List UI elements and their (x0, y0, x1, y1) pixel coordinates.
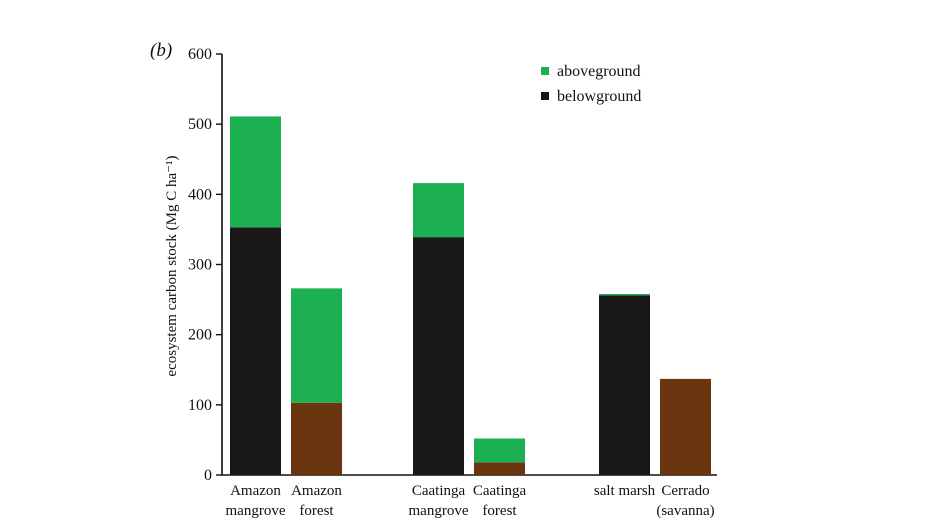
x-tick-label: forest (482, 503, 517, 519)
bar-aboveground (230, 116, 281, 228)
x-tick-label: mangrove (226, 503, 286, 519)
x-tick-label: Caatinga (473, 483, 527, 499)
bar-belowground (413, 237, 464, 475)
x-tick-label: forest (299, 503, 334, 519)
legend-label: aboveground (557, 63, 641, 80)
legend: aboveground belowground (541, 63, 641, 105)
bar-belowground (599, 295, 650, 475)
x-tick-label: mangrove (409, 503, 469, 519)
y-tick-label: 100 (188, 397, 212, 414)
x-tick-label: Caatinga (412, 483, 466, 499)
y-tick-label: 500 (188, 116, 212, 133)
x-tick-label: Cerrado (661, 483, 709, 499)
x-tick-label: Amazon (291, 483, 342, 499)
bar-aboveground (599, 293, 650, 296)
y-axis-label: ecosystem carbon stock (Mg C ha⁻¹) (164, 155, 180, 376)
bar-belowground (291, 402, 342, 475)
y-tick-label: 400 (188, 186, 212, 203)
y-tick-label: 0 (204, 467, 212, 484)
bar-aboveground (413, 183, 464, 238)
bar-aboveground (291, 288, 342, 403)
bar-series (230, 116, 711, 475)
x-axis-labels: AmazonmangroveAmazonforestCaatingamangro… (226, 483, 715, 519)
legend-swatch (541, 92, 549, 100)
y-tick-label: 600 (188, 46, 212, 63)
bar-aboveground (474, 438, 525, 463)
legend-swatch (541, 67, 549, 75)
bar-belowground (660, 378, 711, 475)
x-tick-label: (savanna) (656, 503, 714, 519)
y-tick-label: 300 (188, 257, 212, 274)
x-tick-label: salt marsh (594, 483, 656, 499)
y-tick-label: 200 (188, 327, 212, 344)
bar-belowground (230, 227, 281, 475)
x-tick-label: Amazon (230, 483, 281, 499)
bar-belowground (474, 462, 525, 475)
legend-label: belowground (557, 88, 641, 105)
panel-label: (b) (150, 40, 172, 61)
